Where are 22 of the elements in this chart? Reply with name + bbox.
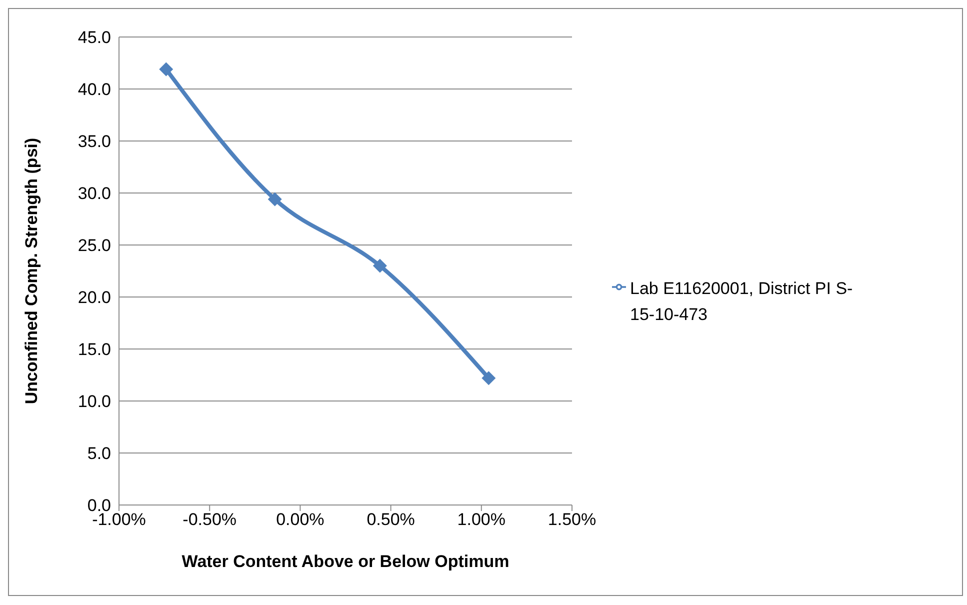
y-tick-label: 15.0 xyxy=(78,340,111,360)
y-tick-label: 10.0 xyxy=(78,392,111,412)
y-tick-label: 30.0 xyxy=(78,184,111,204)
y-axis-title: Unconfined Comp. Strength (psi) xyxy=(22,138,42,404)
y-tick-label: 20.0 xyxy=(78,288,111,308)
point xyxy=(159,62,174,76)
y-tick-label: 40.0 xyxy=(78,80,111,100)
y-tick-label: 35.0 xyxy=(78,132,111,152)
x-axis-title: Water Content Above or Below Optimum xyxy=(182,552,510,571)
x-tick-label: -1.00% xyxy=(92,510,146,530)
point xyxy=(372,258,387,273)
point xyxy=(268,192,282,206)
x-tick-label: 0.00% xyxy=(276,510,324,530)
y-tick-label: 5.0 xyxy=(87,444,111,464)
legend-label: Lab E11620001, District PI S-15-10-473 xyxy=(630,278,854,326)
y-tick-label: 45.0 xyxy=(78,28,111,48)
point xyxy=(482,371,496,386)
x-tick-label: 1.00% xyxy=(457,510,506,530)
x-tick-label: 1.50% xyxy=(548,510,596,530)
x-tick-label: 0.50% xyxy=(366,510,415,530)
y-tick-label: 25.0 xyxy=(78,236,111,256)
x-tick-label: -0.50% xyxy=(182,510,237,530)
